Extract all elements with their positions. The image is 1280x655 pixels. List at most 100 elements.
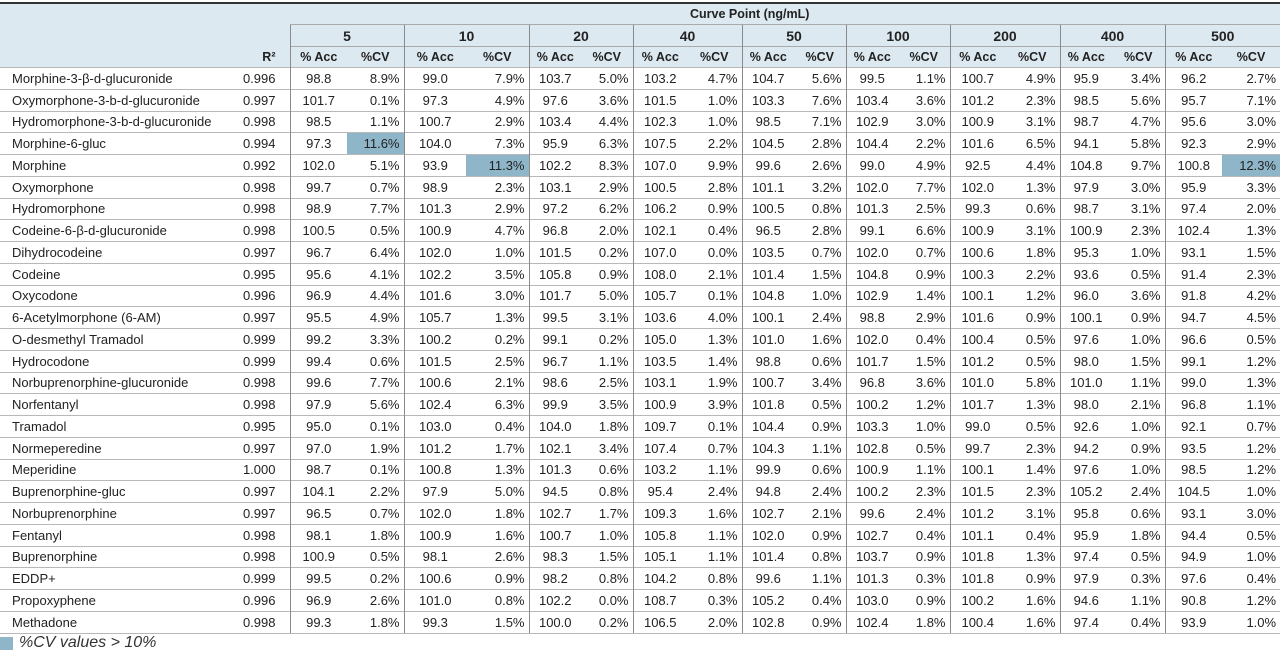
acc-value: 97.9 [289, 393, 347, 416]
acc-value: 101.2 [949, 88, 1005, 111]
cv-value: 0.7% [347, 502, 404, 525]
table-row: Norfentanyl 0.998 97.9 5.6% 102.4 6.3% 99.9 3.5… [0, 393, 1280, 416]
acc-value: 101.2 [949, 349, 1005, 372]
table-row: Methadone 0.998 99.3 1.8% 99.3 1.5% 100.0 0.2% 1… [0, 610, 1280, 634]
cv-value: 2.4% [687, 480, 742, 503]
acc-value: 99.0 [949, 415, 1005, 438]
cv-value: 1.0% [794, 284, 846, 307]
acc-value: 97.4 [1059, 610, 1112, 634]
analyte-name: Morphine-3-β-d-glucuronide [0, 67, 225, 90]
analyte-name: Buprenorphine [0, 545, 225, 568]
r2-value: 0.998 [225, 110, 290, 133]
curve-point-header: 100 [845, 24, 950, 47]
acc-value: 102.0 [741, 523, 794, 546]
table-row: Morphine-6-gluc 0.994 97.3 11.6% 104.0 7.3% 95… [0, 132, 1280, 155]
acc-value: 101.1 [949, 523, 1005, 546]
cv-value: 0.0% [687, 241, 742, 264]
acc-value: 97.6 [1164, 567, 1222, 590]
analyte-name: Methadone [0, 610, 225, 634]
table-row: Propoxyphene 0.996 96.9 2.6% 101.0 0.8% 102.2 0… [0, 589, 1280, 612]
acc-value: 100.0 [528, 610, 581, 634]
cv-value: 3.6% [898, 88, 950, 111]
cv-value: 5.8% [1112, 132, 1165, 155]
cv-value: 2.8% [687, 175, 742, 198]
cv-value: 4.7% [1112, 110, 1165, 133]
cv-value: 3.4% [581, 436, 633, 459]
acc-value: 99.9 [528, 393, 581, 416]
acc-value: 94.1 [1059, 132, 1112, 155]
cv-value: 0.9% [466, 567, 529, 590]
cv-value: 7.3% [466, 132, 529, 155]
acc-value: 102.0 [845, 241, 898, 264]
cv-value: 7.1% [1222, 88, 1280, 111]
analyte-name: Codeine [0, 262, 225, 285]
cv-value: 2.9% [466, 197, 529, 220]
cv-value: 1.6% [1005, 589, 1060, 612]
acc-value: 99.4 [289, 349, 347, 372]
table-row: Fentanyl 0.998 98.1 1.8% 100.9 1.6% 100.7 1.0% 1… [0, 523, 1280, 546]
cv-header: %CV [466, 46, 529, 68]
cv-value: 0.9% [898, 262, 950, 285]
acc-value: 97.6 [1059, 328, 1112, 351]
table-row: Hydromorphone-3-b-d-glucuronide 0.998 98.5… [0, 110, 1280, 133]
cv-value: 0.1% [687, 415, 742, 438]
acc-value: 97.9 [403, 480, 466, 503]
acc-value: 99.6 [289, 371, 347, 394]
acc-value: 95.9 [528, 132, 581, 155]
acc-value: 100.8 [403, 458, 466, 481]
r2-value: 0.998 [225, 197, 290, 220]
table-row: Hydromorphone 0.998 98.9 7.7% 101.3 2.9% 97.2 6… [0, 197, 1280, 220]
acc-value: 104.3 [741, 436, 794, 459]
table-row: Hydrocodone 0.999 99.4 0.6% 101.5 2.5% 96.7 1.1… [0, 349, 1280, 372]
cv-value: 1.1% [581, 349, 633, 372]
acc-value: 100.1 [949, 284, 1005, 307]
curve-point-title: Curve Point (ng/mL) [0, 3, 1280, 25]
acc-value: 101.6 [949, 132, 1005, 155]
analyte-header [0, 46, 225, 68]
acc-value: 101.8 [949, 545, 1005, 568]
cv-value: 3.5% [466, 262, 529, 285]
acc-value: 103.1 [528, 175, 581, 198]
acc-value: 93.9 [1164, 610, 1222, 634]
cv-value: 5.6% [1112, 88, 1165, 111]
acc-value: 102.2 [403, 262, 466, 285]
acc-value: 104.2 [632, 567, 687, 590]
cv-value: 1.1% [687, 523, 742, 546]
acc-value: 101.2 [949, 502, 1005, 525]
cv-value: 4.1% [347, 262, 404, 285]
cv-value: 0.9% [581, 262, 633, 285]
cv-value: 3.1% [581, 306, 633, 329]
table-row: Codeine-6-β-d-glucuronide 0.998 100.5 0.5% 1… [0, 219, 1280, 242]
acc-value: 98.5 [1164, 458, 1222, 481]
acc-value: 101.0 [741, 328, 794, 351]
cv-value: 3.9% [687, 393, 742, 416]
acc-value: 97.4 [1164, 197, 1222, 220]
acc-value: 101.7 [949, 393, 1005, 416]
acc-value: 103.3 [845, 415, 898, 438]
acc-value: 101.5 [403, 349, 466, 372]
cv-value: 2.5% [466, 349, 529, 372]
acc-value: 95.0 [289, 415, 347, 438]
acc-value: 97.2 [528, 197, 581, 220]
acc-value: 100.9 [949, 219, 1005, 242]
cv-value: 9.9% [687, 154, 742, 177]
acc-value: 92.3 [1164, 132, 1222, 155]
cv-value: 0.4% [1222, 567, 1280, 590]
acc-value: 93.9 [403, 154, 466, 177]
acc-value: 104.8 [741, 284, 794, 307]
cv-value: 1.8% [898, 610, 950, 634]
acc-value: 96.8 [845, 371, 898, 394]
cv-value: 2.8% [794, 132, 846, 155]
acc-value: 100.7 [741, 371, 794, 394]
table-row: Norbuprenorphine-glucuronide 0.998 99.6 7.7… [0, 371, 1280, 394]
analyte-name: Norbuprenorphine [0, 502, 225, 525]
cv-value: 0.2% [347, 567, 404, 590]
curve-point-header: 500 [1164, 24, 1280, 47]
r2-value: 0.997 [225, 306, 290, 329]
curve-point-header: 5 [289, 24, 404, 47]
acc-value: 94.6 [1059, 589, 1112, 612]
cv-value: 4.5% [1222, 306, 1280, 329]
r2-value: 0.996 [225, 67, 290, 90]
table-row: Meperidine 1.000 98.7 0.1% 100.8 1.3% 101.3 0.6… [0, 458, 1280, 481]
acc-value: 99.5 [845, 67, 898, 90]
